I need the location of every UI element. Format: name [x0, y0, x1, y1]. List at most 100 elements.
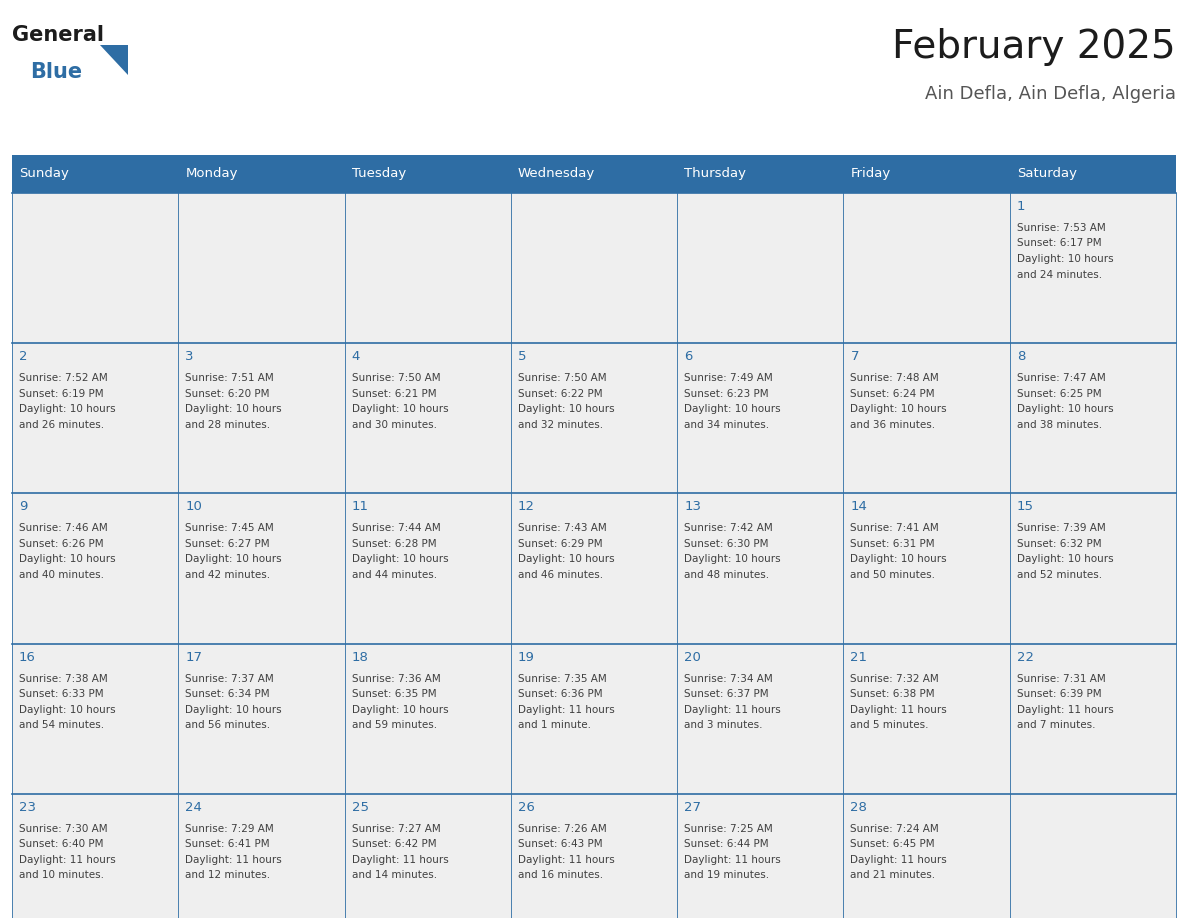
Text: 19: 19 [518, 651, 535, 664]
Text: 10: 10 [185, 500, 202, 513]
Text: Daylight: 11 hours: Daylight: 11 hours [518, 855, 614, 865]
Text: and 34 minutes.: and 34 minutes. [684, 420, 770, 430]
Text: and 14 minutes.: and 14 minutes. [352, 870, 437, 880]
Bar [677, 644, 843, 794]
Text: and 24 minutes.: and 24 minutes. [1017, 270, 1101, 279]
Text: Sunset: 6:37 PM: Sunset: 6:37 PM [684, 689, 769, 700]
Text: Daylight: 10 hours: Daylight: 10 hours [684, 554, 781, 565]
Text: Daylight: 10 hours: Daylight: 10 hours [185, 404, 282, 414]
Text: Wednesday: Wednesday [518, 167, 595, 181]
Text: Sunrise: 7:30 AM: Sunrise: 7:30 AM [19, 823, 108, 834]
Text: Sunset: 6:17 PM: Sunset: 6:17 PM [1017, 239, 1101, 249]
Text: 14: 14 [851, 500, 867, 513]
Bar [677, 493, 843, 644]
Bar [345, 343, 511, 493]
Text: and 19 minutes.: and 19 minutes. [684, 870, 770, 880]
Bar [1010, 794, 1176, 918]
Text: 15: 15 [1017, 500, 1034, 513]
Bar [178, 343, 345, 493]
Text: Monday: Monday [185, 167, 238, 181]
Bar [178, 493, 345, 644]
Text: Tuesday: Tuesday [352, 167, 406, 181]
Text: and 7 minutes.: and 7 minutes. [1017, 720, 1095, 730]
Text: and 44 minutes.: and 44 minutes. [352, 570, 437, 580]
Bar [511, 343, 677, 493]
Text: and 3 minutes.: and 3 minutes. [684, 720, 763, 730]
Text: Daylight: 10 hours: Daylight: 10 hours [1017, 404, 1113, 414]
Text: 3: 3 [185, 350, 194, 364]
Text: 28: 28 [851, 800, 867, 813]
Text: and 10 minutes.: and 10 minutes. [19, 870, 105, 880]
Text: Sunrise: 7:26 AM: Sunrise: 7:26 AM [518, 823, 607, 834]
Text: and 5 minutes.: and 5 minutes. [851, 720, 929, 730]
Text: and 46 minutes.: and 46 minutes. [518, 570, 604, 580]
Text: 27: 27 [684, 800, 701, 813]
Text: and 21 minutes.: and 21 minutes. [851, 870, 936, 880]
Text: Daylight: 11 hours: Daylight: 11 hours [19, 855, 115, 865]
Text: Sunset: 6:22 PM: Sunset: 6:22 PM [518, 388, 602, 398]
Text: Sunrise: 7:32 AM: Sunrise: 7:32 AM [851, 674, 940, 684]
Text: Sunrise: 7:49 AM: Sunrise: 7:49 AM [684, 374, 773, 383]
Text: and 1 minute.: and 1 minute. [518, 720, 590, 730]
Text: 25: 25 [352, 800, 368, 813]
Text: and 36 minutes.: and 36 minutes. [851, 420, 936, 430]
Text: Blue: Blue [30, 62, 82, 82]
Text: Sunrise: 7:25 AM: Sunrise: 7:25 AM [684, 823, 773, 834]
Text: 22: 22 [1017, 651, 1034, 664]
Text: Sunrise: 7:27 AM: Sunrise: 7:27 AM [352, 823, 441, 834]
Bar [345, 644, 511, 794]
Text: Sunset: 6:38 PM: Sunset: 6:38 PM [851, 689, 935, 700]
Text: Daylight: 10 hours: Daylight: 10 hours [185, 705, 282, 714]
Bar [677, 343, 843, 493]
Bar [511, 155, 677, 193]
Bar [178, 155, 345, 193]
Text: Sunset: 6:29 PM: Sunset: 6:29 PM [518, 539, 602, 549]
Text: Sunrise: 7:51 AM: Sunrise: 7:51 AM [185, 374, 274, 383]
Text: Daylight: 10 hours: Daylight: 10 hours [19, 705, 115, 714]
Text: Sunset: 6:35 PM: Sunset: 6:35 PM [352, 689, 436, 700]
Text: Daylight: 10 hours: Daylight: 10 hours [851, 554, 947, 565]
Text: Sunset: 6:26 PM: Sunset: 6:26 PM [19, 539, 103, 549]
Bar [1010, 155, 1176, 193]
Text: Sunset: 6:24 PM: Sunset: 6:24 PM [851, 388, 935, 398]
Bar [12, 155, 178, 193]
Bar [843, 493, 1010, 644]
Text: Sunset: 6:23 PM: Sunset: 6:23 PM [684, 388, 769, 398]
Text: and 52 minutes.: and 52 minutes. [1017, 570, 1101, 580]
Bar [843, 193, 1010, 343]
Text: Sunrise: 7:43 AM: Sunrise: 7:43 AM [518, 523, 607, 533]
Text: Sunset: 6:25 PM: Sunset: 6:25 PM [1017, 388, 1101, 398]
Bar [843, 155, 1010, 193]
Bar [843, 644, 1010, 794]
Text: Sunset: 6:34 PM: Sunset: 6:34 PM [185, 689, 270, 700]
Text: Daylight: 10 hours: Daylight: 10 hours [19, 554, 115, 565]
Text: and 54 minutes.: and 54 minutes. [19, 720, 105, 730]
Text: Sunrise: 7:24 AM: Sunrise: 7:24 AM [851, 823, 940, 834]
Text: Daylight: 11 hours: Daylight: 11 hours [518, 705, 614, 714]
Text: Sunrise: 7:48 AM: Sunrise: 7:48 AM [851, 374, 940, 383]
Text: Daylight: 10 hours: Daylight: 10 hours [518, 554, 614, 565]
Text: Sunset: 6:36 PM: Sunset: 6:36 PM [518, 689, 602, 700]
Text: Sunrise: 7:50 AM: Sunrise: 7:50 AM [518, 374, 607, 383]
Text: Sunset: 6:30 PM: Sunset: 6:30 PM [684, 539, 769, 549]
Text: and 48 minutes.: and 48 minutes. [684, 570, 770, 580]
Text: Sunset: 6:32 PM: Sunset: 6:32 PM [1017, 539, 1101, 549]
Text: Sunset: 6:19 PM: Sunset: 6:19 PM [19, 388, 103, 398]
Text: Sunset: 6:40 PM: Sunset: 6:40 PM [19, 839, 103, 849]
Text: 17: 17 [185, 651, 202, 664]
Text: Sunrise: 7:38 AM: Sunrise: 7:38 AM [19, 674, 108, 684]
Text: Daylight: 11 hours: Daylight: 11 hours [851, 705, 947, 714]
Text: 18: 18 [352, 651, 368, 664]
Text: 1: 1 [1017, 200, 1025, 213]
Text: Sunset: 6:45 PM: Sunset: 6:45 PM [851, 839, 935, 849]
Text: Sunset: 6:44 PM: Sunset: 6:44 PM [684, 839, 769, 849]
Text: Sunset: 6:33 PM: Sunset: 6:33 PM [19, 689, 103, 700]
Text: Daylight: 10 hours: Daylight: 10 hours [851, 404, 947, 414]
Text: Sunrise: 7:53 AM: Sunrise: 7:53 AM [1017, 223, 1106, 233]
Text: 20: 20 [684, 651, 701, 664]
Text: Sunset: 6:39 PM: Sunset: 6:39 PM [1017, 689, 1101, 700]
Text: Daylight: 10 hours: Daylight: 10 hours [352, 404, 448, 414]
Text: 23: 23 [19, 800, 36, 813]
Text: February 2025: February 2025 [892, 28, 1176, 66]
Text: 12: 12 [518, 500, 535, 513]
